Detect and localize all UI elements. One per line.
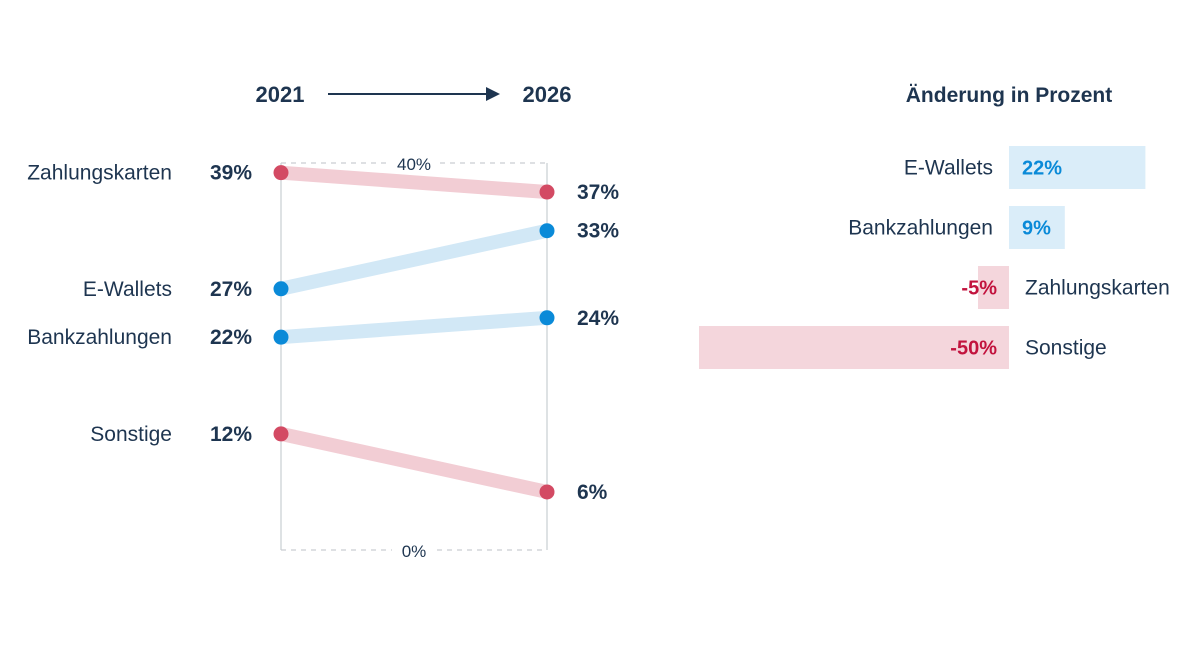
gridline-bottom-label: 0% [402,542,427,561]
slope-bands [279,165,549,499]
slope-chart: 40% 0% Zahlungskarten 39% 37% E-Wallets 27% 3… [27,155,619,561]
year-end-label: 2026 [523,82,572,107]
slope-band-sonstige [279,427,549,499]
change-category-bankzahlungen: Bankzahlungen [848,217,993,240]
value-label-2021-sonstige: 12% [210,423,252,446]
value-label-2026-e-wallets: 33% [577,220,619,243]
point-2021-e-wallets [273,281,289,297]
change-category-zahlungskarten: Zahlungskarten [1025,277,1170,300]
change-value-bankzahlungen: 9% [1022,218,1051,240]
change-bar-chart: 22% E-Wallets 9% Bankzahlungen -5% Zahlungska… [699,146,1170,369]
gridline-top-label: 40% [397,155,431,174]
point-2026-sonstige [539,484,555,500]
value-label-2021-bankzahlungen: 22% [210,326,252,349]
value-label-2021-zahlungskarten: 39% [210,162,252,185]
category-label-bankzahlungen: Bankzahlungen [27,326,172,349]
slope-band-bankzahlungen [280,310,548,345]
change-value-e-wallets: 22% [1022,158,1062,180]
point-2021-sonstige [273,426,289,442]
change-bar-zahlungskarten [978,266,1009,309]
change-bar-bankzahlungen [1009,206,1065,249]
category-label-sonstige: Sonstige [90,423,172,446]
value-label-2026-bankzahlungen: 24% [577,307,619,330]
point-2021-zahlungskarten [273,165,289,181]
value-label-2026-zahlungskarten: 37% [577,181,619,204]
change-category-sonstige: Sonstige [1025,337,1107,360]
change-bar-e-wallets [1009,146,1146,189]
slope-marks: Zahlungskarten 39% 37% E-Wallets 27% 33% Bankz… [27,162,619,504]
point-2026-zahlungskarten [539,184,555,200]
change-value-zahlungskarten: -5% [961,278,997,300]
value-label-2021-e-wallets: 27% [210,278,252,301]
slope-band-e-wallets [279,223,549,296]
arrow-right-icon [486,87,500,101]
year-start-label: 2021 [256,82,305,107]
category-label-zahlungskarten: Zahlungskarten [27,162,172,185]
value-label-2026-sonstige: 6% [577,481,608,504]
bar-chart-title: Änderung in Prozent [906,84,1113,107]
change-bar-sonstige [699,326,1009,369]
point-2026-bankzahlungen [539,310,555,326]
change-value-sonstige: -50% [950,338,997,360]
category-label-e-wallets: E-Wallets [83,278,172,301]
point-2026-e-wallets [539,223,555,239]
slope-band-zahlungskarten [280,165,548,200]
point-2021-bankzahlungen [273,329,289,345]
change-category-e-wallets: E-Wallets [904,157,993,180]
